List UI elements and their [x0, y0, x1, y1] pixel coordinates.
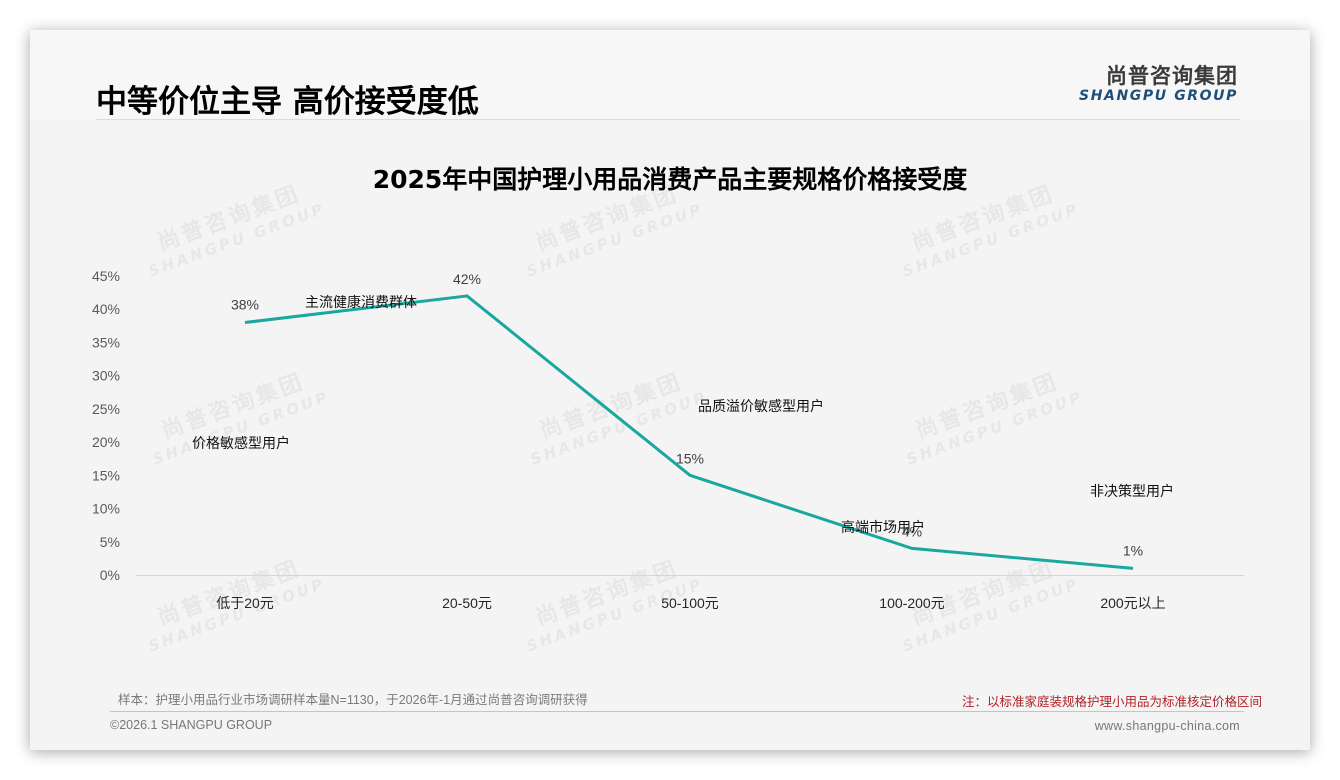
- annotation-label: 价格敏感型用户: [192, 435, 290, 451]
- y-tick-label: 0%: [100, 567, 120, 583]
- header-divider: [96, 119, 1240, 120]
- page-title: 中等价位主导 高价接受度低: [96, 84, 479, 120]
- company-logo: 尚普咨询集团 SHANGPU GROUP: [1079, 64, 1238, 104]
- annotation-label: 品质溢价敏感型用户: [698, 398, 824, 414]
- line-chart: 0% 5% 10% 15% 20% 25% 30% 35% 40% 45% 38% 42% 15% 4%…: [92, 268, 1244, 611]
- x-tick-label: 200元以上: [1100, 595, 1165, 611]
- y-tick-label: 25%: [92, 401, 120, 417]
- data-label: 1%: [1123, 542, 1143, 558]
- footer-divider: [110, 711, 1244, 712]
- y-tick-label: 45%: [92, 268, 120, 284]
- slide: 中等价位主导 高价接受度低 尚普咨询集团 SHANGPU GROUP 尚普咨询集…: [30, 30, 1310, 750]
- y-tick-label: 5%: [100, 534, 120, 550]
- y-axis: 0% 5% 10% 15% 20% 25% 30% 35% 40% 45%: [92, 268, 120, 583]
- y-tick-label: 10%: [92, 501, 120, 517]
- data-label: 15%: [676, 450, 704, 466]
- copyright: ©2026.1 SHANGPU GROUP: [110, 718, 273, 732]
- logo-english-text: SHANGPU GROUP: [1079, 88, 1238, 104]
- x-axis-labels: 低于20元 20-50元 50-100元 100-200元 200元以上: [216, 595, 1165, 611]
- data-label: 4%: [902, 523, 922, 539]
- header-background: [30, 30, 1310, 120]
- x-tick-label: 20-50元: [442, 595, 492, 611]
- chart-title: 2025年中国护理小用品消费产品主要规格价格接受度: [372, 165, 968, 194]
- y-tick-label: 15%: [92, 467, 120, 483]
- price-range-note: 注：以标准家庭装规格护理小用品为标准核定价格区间: [961, 695, 1262, 709]
- data-labels: 38% 42% 15% 4% 1%: [231, 271, 1143, 558]
- y-tick-label: 35%: [92, 334, 120, 350]
- annotation-label: 主流健康消费群体: [305, 294, 417, 310]
- y-tick-label: 20%: [92, 434, 120, 450]
- y-tick-label: 40%: [92, 301, 120, 317]
- series-line: [244, 294, 1134, 570]
- x-tick-label: 低于20元: [216, 595, 274, 611]
- data-label: 42%: [453, 271, 481, 287]
- annotation-label: 非决策型用户: [1090, 483, 1174, 499]
- annotation-label: 高端市场用户: [841, 519, 925, 535]
- x-tick-label: 50-100元: [661, 595, 719, 611]
- data-label: 38%: [231, 297, 259, 313]
- website-link[interactable]: www.shangpu-china.com: [1094, 719, 1240, 733]
- logo-chinese-text: 尚普咨询集团: [1106, 64, 1238, 88]
- sample-note: 样本：护理小用品行业市场调研样本量N=1130，于2026年-1月通过尚普咨询调…: [118, 693, 588, 707]
- x-tick-label: 100-200元: [879, 595, 944, 611]
- y-tick-label: 30%: [92, 368, 120, 384]
